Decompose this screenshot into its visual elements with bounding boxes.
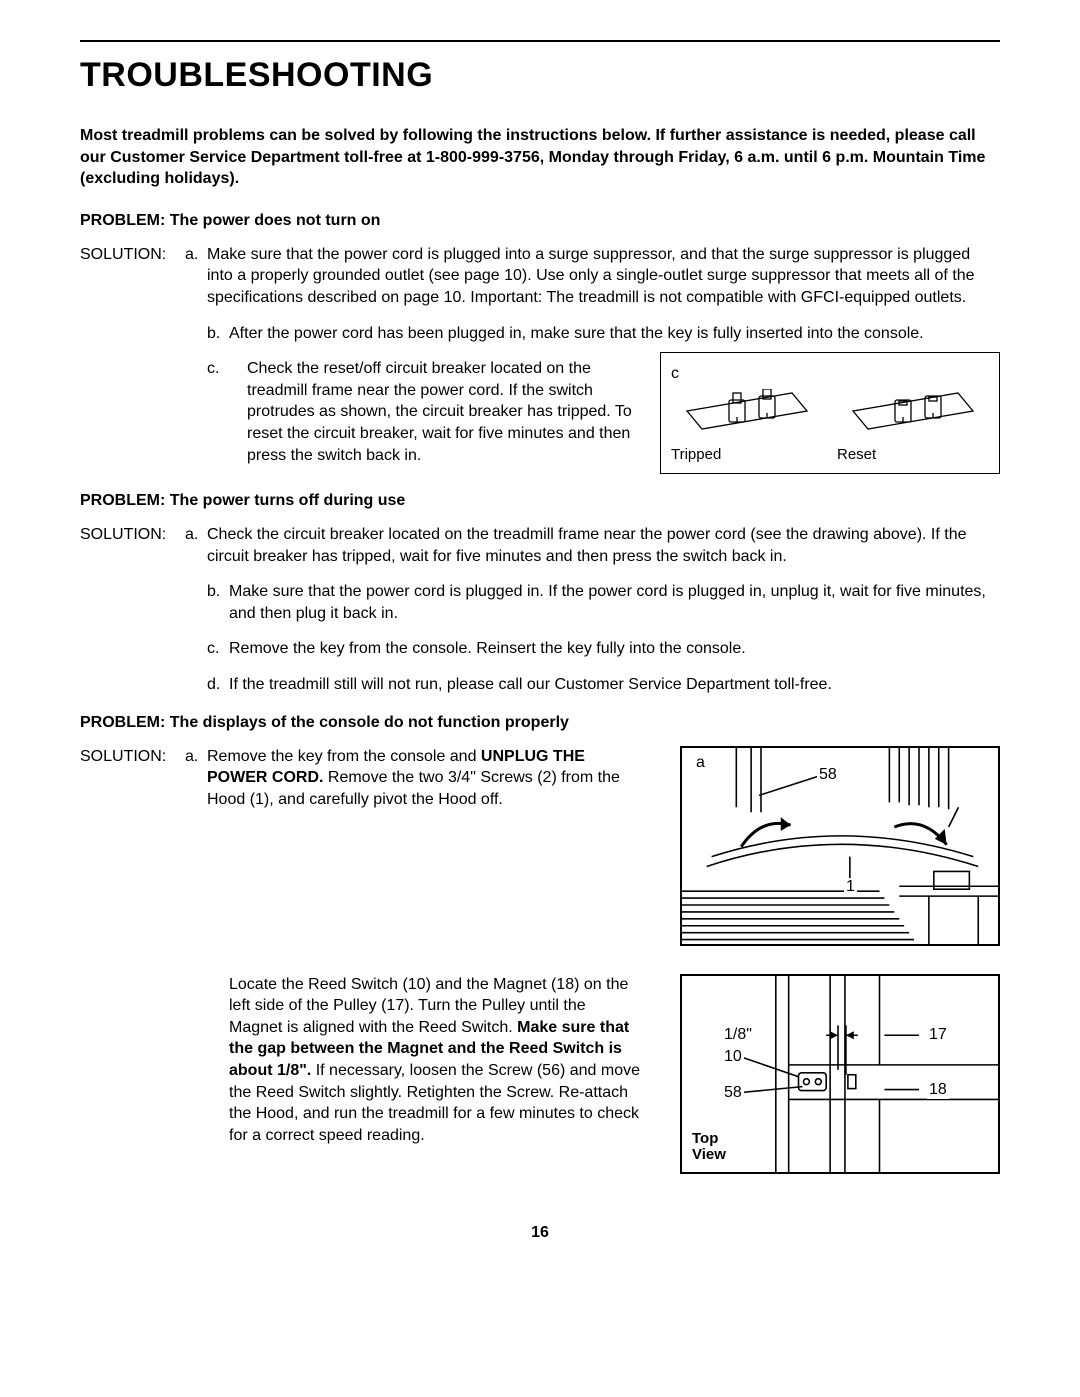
item-letter: a. (185, 746, 207, 768)
item-text: If the treadmill still will not run, ple… (229, 674, 1000, 696)
solution-2a: SOLUTION: a. Check the circuit breaker l… (80, 524, 1000, 567)
item-text: Check the circuit breaker located on the… (207, 524, 1000, 567)
header-rule (80, 40, 1000, 42)
tv-label-17: 17 (927, 1026, 949, 1044)
item-letter: c. (207, 358, 229, 380)
solution-2c: c. Remove the key from the console. Rein… (207, 638, 1000, 660)
solution-1b: b. After the power cord has been plugged… (207, 323, 1000, 345)
top-view-line1: Top (692, 1130, 718, 1147)
item-text: Remove the key from the console. Reinser… (229, 638, 1000, 660)
intro-paragraph: Most treadmill problems can be solved by… (80, 125, 1000, 190)
item-letter: a. (185, 524, 207, 546)
hood-fig-letter: a (694, 754, 707, 772)
top-view-figure: 1/8" 10 58 17 18 Top View (680, 974, 1000, 1174)
tv-label-58: 58 (722, 1084, 744, 1102)
solution-1c-row: c. Check the reset/off circuit breaker l… (207, 358, 1000, 474)
solution-1a: SOLUTION: a. Make sure that the power co… (80, 244, 1000, 309)
sol3a-prefix: Remove the key from the console and (207, 748, 481, 765)
solution-label: SOLUTION: (80, 746, 185, 768)
page-number: 16 (80, 1224, 1000, 1242)
tv-label-eighth: 1/8" (722, 1026, 754, 1044)
page-title: TROUBLESHOOTING (80, 56, 1000, 95)
top-view-text: Top View (692, 1131, 726, 1164)
hood-label-58: 58 (817, 766, 839, 784)
solution-label: SOLUTION: (80, 244, 185, 266)
item-text: After the power cord has been plugged in… (229, 323, 1000, 345)
item-text: Check the reset/off circuit breaker loca… (247, 358, 642, 466)
problem-3-heading: PROBLEM: The displays of the console do … (80, 714, 1000, 732)
hood-figure-svg (682, 748, 998, 946)
hood-label-1: 1 (844, 878, 857, 896)
item-letter: b. (207, 323, 229, 345)
solution-2d: d. If the treadmill still will not run, … (207, 674, 1000, 696)
top-view-line2: View (692, 1146, 726, 1163)
solution-3-reed-row: Locate the Reed Switch (10) and the Magn… (80, 974, 1000, 1174)
reed-text: Locate the Reed Switch (10) and the Magn… (229, 974, 642, 1147)
problem-2-heading: PROBLEM: The power turns off during use (80, 492, 1000, 510)
solution-3a-text: Remove the key from the console and UNPL… (207, 746, 642, 811)
solution-label: SOLUTION: (80, 524, 185, 546)
item-letter: d. (207, 674, 229, 696)
cb-reset-icon (843, 389, 983, 439)
cb-reset-label: Reset (837, 445, 989, 465)
cb-tripped-label: Tripped (671, 445, 823, 465)
hood-figure: a 58 1 (680, 746, 1000, 946)
cb-tripped-side: Tripped (671, 389, 823, 465)
item-text: Make sure that the power cord is plugged… (229, 581, 1000, 624)
tv-label-10: 10 (722, 1048, 744, 1066)
problem-1-heading: PROBLEM: The power does not turn on (80, 212, 1000, 230)
solution-2b: b. Make sure that the power cord is plug… (207, 581, 1000, 624)
item-letter: b. (207, 581, 229, 624)
figure-letter: c (671, 363, 989, 385)
tv-label-18: 18 (927, 1081, 949, 1099)
cb-tripped-icon (677, 389, 817, 439)
spacer (207, 974, 229, 1147)
solution-3a-row: SOLUTION: a. Remove the key from the con… (80, 746, 1000, 946)
item-letter: a. (185, 244, 207, 266)
top-view-svg (682, 976, 998, 1174)
cb-reset-side: Reset (837, 389, 989, 465)
circuit-breaker-figure: c Tripped (660, 352, 1000, 474)
item-letter: c. (207, 638, 229, 660)
item-text: Make sure that the power cord is plugged… (207, 244, 1000, 309)
